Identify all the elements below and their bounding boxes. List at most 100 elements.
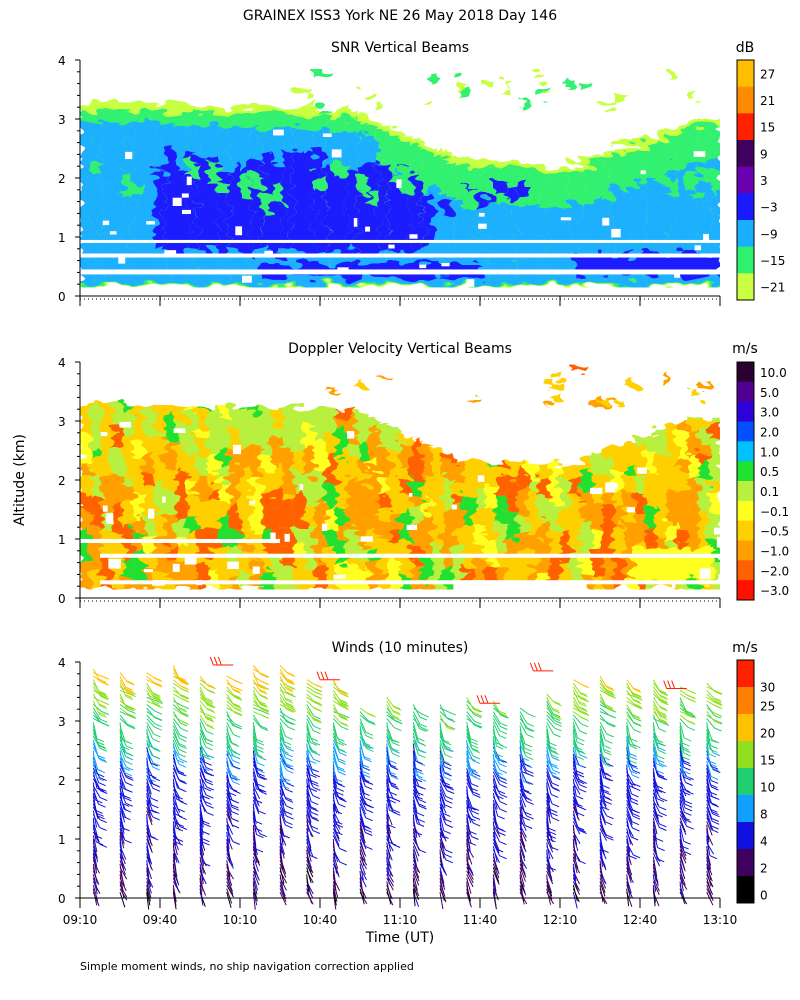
wind-barb [626, 856, 629, 875]
doppler-colorbar-swatch [737, 520, 754, 541]
wind-barb-flag [342, 714, 350, 719]
wind-barb-flag [202, 831, 210, 835]
doppler-cell [304, 408, 316, 424]
x-tick-label: 11:40 [463, 913, 498, 927]
wind-barb [626, 803, 634, 817]
wind-barb [599, 828, 608, 841]
wind-barb [119, 835, 123, 854]
wind-barb-flag [712, 719, 721, 724]
doppler-cell [698, 418, 710, 425]
doppler-y-tick-label: 1 [58, 533, 66, 547]
wind-barb [172, 679, 182, 688]
wind-barb-flag [416, 812, 425, 817]
wind-barb-flag [285, 678, 294, 683]
wind-barb-flag [179, 816, 187, 821]
doppler-colorbar-swatch [737, 381, 754, 403]
wind-barb [626, 785, 632, 802]
wind-barb-flag [633, 694, 641, 699]
doppler-cell [432, 504, 444, 534]
snr-cell [656, 173, 668, 285]
wind-barb [519, 707, 529, 715]
wind-barb-flag [260, 708, 268, 713]
wind-barb [519, 778, 523, 797]
wind-barb-flag [286, 688, 294, 693]
doppler-cell [410, 561, 422, 590]
wind-barb-flag [392, 739, 400, 744]
snr-cell [154, 171, 166, 249]
wind-barb-flag [683, 840, 691, 845]
wind-barb [626, 711, 635, 724]
doppler-cell [389, 471, 401, 499]
doppler-cell [378, 478, 390, 496]
doppler-cell [133, 489, 145, 519]
wind-barb-flag [153, 697, 162, 702]
wind-barb-flag [126, 680, 134, 685]
snr-cell [666, 177, 678, 196]
wind-barb [172, 697, 181, 710]
wind-barb [412, 743, 417, 761]
snr-hole [640, 170, 646, 175]
wind-barb [706, 743, 710, 761]
wind-barb [519, 753, 523, 772]
wind-barb [359, 849, 365, 867]
doppler-cell [624, 547, 636, 576]
wind-barb-flag [683, 752, 691, 757]
doppler-cell [656, 501, 668, 530]
wind-barb-flag [339, 715, 348, 720]
wind-barb-flag [553, 776, 561, 781]
doppler-hole [152, 580, 165, 586]
doppler-cell [346, 494, 358, 527]
snr-cell [229, 162, 241, 250]
wind-barb-flag [578, 828, 586, 833]
wind-barb-flag [630, 808, 638, 813]
wind-barb-flag [499, 841, 507, 846]
winds-y-tick-label: 3 [58, 715, 66, 729]
wind-barb [199, 746, 206, 763]
doppler-cell [272, 463, 284, 489]
wind-barb [679, 867, 684, 885]
wind-barb-flag [711, 776, 719, 781]
doppler-cell [186, 493, 198, 517]
doppler-cell [293, 421, 305, 453]
wind-barb [599, 842, 603, 860]
wind-barb-flag [255, 848, 264, 853]
doppler-hole [227, 561, 239, 570]
wind-barb-flag [656, 763, 664, 768]
doppler-cell [485, 563, 497, 590]
wind-barb [412, 761, 416, 779]
wind-barb [492, 870, 500, 885]
wind-barb [146, 892, 150, 910]
wind-barb-flag [313, 683, 322, 688]
wind-barb [412, 867, 420, 882]
doppler-cell [400, 442, 412, 469]
wind-barb-flag [312, 795, 320, 800]
wind-barb [92, 739, 99, 756]
wind-barb [92, 750, 96, 769]
wind-barb [572, 690, 580, 704]
wind-barb [572, 739, 578, 757]
wind-barb [119, 743, 127, 758]
wind-barb-flag [474, 724, 482, 729]
wind-barb [306, 771, 311, 789]
doppler-cell [101, 558, 113, 590]
wind-barb-flag [419, 728, 427, 732]
wind-barb-flag [601, 806, 610, 811]
wind-barb [279, 814, 283, 832]
snr-gap [80, 239, 720, 243]
wind-barb-flag [496, 795, 504, 800]
wind-barb [546, 792, 551, 810]
doppler-cell [645, 471, 657, 484]
wind-barb [172, 753, 178, 771]
snr-cell [496, 202, 508, 285]
wind-barb [492, 831, 497, 850]
snr-hole [478, 212, 485, 217]
doppler-cell [357, 470, 369, 486]
wind-barb [279, 686, 287, 701]
wind-barb [599, 771, 603, 790]
wind-barb-flag [206, 754, 215, 759]
doppler-cell [304, 523, 316, 549]
doppler-cell [144, 436, 156, 453]
wind-barb [119, 863, 124, 881]
doppler-cell [80, 530, 92, 564]
